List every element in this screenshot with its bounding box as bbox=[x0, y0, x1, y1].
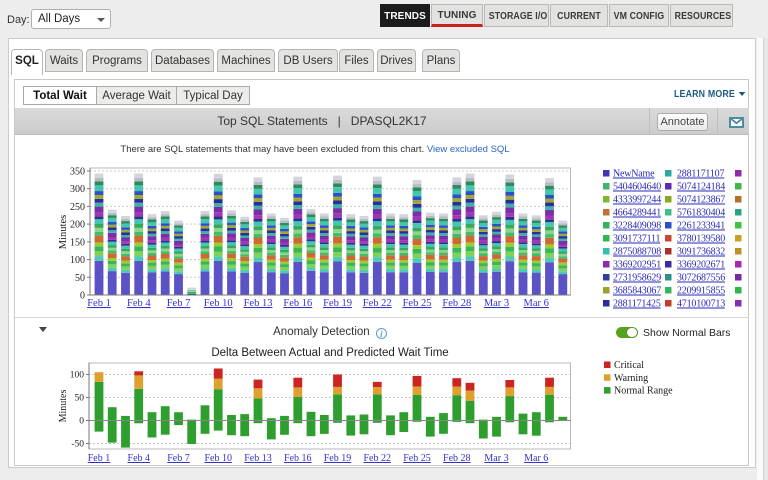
svg-text:Mar 6: Mar 6 bbox=[524, 453, 548, 464]
svg-text:3228409098: 3228409098 bbox=[613, 221, 661, 232]
svg-text:Normal Range: Normal Range bbox=[614, 386, 673, 397]
svg-text:100: 100 bbox=[70, 371, 85, 381]
svg-text:4710100713: 4710100713 bbox=[677, 299, 725, 310]
svg-text:3091736832: 3091736832 bbox=[677, 247, 725, 258]
svg-text:0: 0 bbox=[80, 291, 85, 302]
svg-text:50: 50 bbox=[75, 394, 85, 404]
svg-text:Feb 10: Feb 10 bbox=[204, 453, 232, 464]
svg-text:Feb 7: Feb 7 bbox=[167, 453, 190, 464]
svg-text:Feb 4: Feb 4 bbox=[128, 453, 151, 464]
svg-text:Feb 28: Feb 28 bbox=[442, 298, 471, 309]
svg-text:Feb 19: Feb 19 bbox=[324, 453, 352, 464]
svg-text:5074123867: 5074123867 bbox=[677, 195, 725, 206]
svg-text:2731958629: 2731958629 bbox=[613, 273, 661, 284]
svg-text:3369202951: 3369202951 bbox=[613, 260, 661, 271]
svg-text:2209915855: 2209915855 bbox=[677, 286, 725, 297]
svg-text:350: 350 bbox=[70, 167, 85, 178]
svg-text:50: 50 bbox=[75, 273, 85, 284]
svg-text:2875088708: 2875088708 bbox=[613, 247, 661, 258]
svg-text:Feb 13: Feb 13 bbox=[244, 298, 273, 309]
svg-text:3369202671: 3369202671 bbox=[677, 260, 725, 271]
svg-text:2261233941: 2261233941 bbox=[677, 221, 725, 232]
svg-text:Mar 3: Mar 3 bbox=[484, 453, 508, 464]
svg-text:-50: -50 bbox=[71, 440, 84, 450]
svg-text:Feb 1: Feb 1 bbox=[88, 453, 111, 464]
svg-text:Feb 10: Feb 10 bbox=[204, 298, 233, 309]
svg-text:2881171425: 2881171425 bbox=[613, 299, 661, 310]
svg-text:Feb 4: Feb 4 bbox=[127, 298, 151, 309]
svg-text:Warning: Warning bbox=[614, 373, 648, 384]
svg-text:Feb 7: Feb 7 bbox=[167, 298, 191, 309]
svg-text:5074124184: 5074124184 bbox=[677, 182, 725, 193]
svg-text:5761830404: 5761830404 bbox=[677, 208, 725, 219]
svg-text:Feb 22: Feb 22 bbox=[363, 298, 392, 309]
svg-text:Feb 16: Feb 16 bbox=[284, 453, 312, 464]
svg-text:Mar 6: Mar 6 bbox=[524, 298, 549, 309]
svg-text:Minutes: Minutes bbox=[58, 215, 69, 249]
svg-text:Critical: Critical bbox=[614, 360, 644, 371]
svg-text:3780139580: 3780139580 bbox=[677, 234, 725, 245]
svg-text:300: 300 bbox=[70, 184, 85, 195]
svg-text:Feb 16: Feb 16 bbox=[283, 298, 312, 309]
svg-text:Feb 1: Feb 1 bbox=[87, 298, 111, 309]
svg-text:4664289441: 4664289441 bbox=[613, 208, 661, 219]
svg-text:Feb 25: Feb 25 bbox=[403, 298, 432, 309]
svg-text:2881171107: 2881171107 bbox=[677, 169, 724, 180]
svg-text:250: 250 bbox=[70, 202, 85, 213]
svg-text:Mar 3: Mar 3 bbox=[484, 298, 509, 309]
svg-text:Feb 25: Feb 25 bbox=[403, 453, 431, 464]
svg-text:0: 0 bbox=[79, 417, 84, 427]
svg-text:3072687556: 3072687556 bbox=[677, 273, 725, 284]
svg-text:4333997244: 4333997244 bbox=[613, 195, 661, 206]
svg-text:Feb 28: Feb 28 bbox=[443, 453, 471, 464]
svg-text:200: 200 bbox=[70, 220, 85, 231]
svg-text:Feb 22: Feb 22 bbox=[363, 453, 391, 464]
svg-text:3091737111: 3091737111 bbox=[613, 234, 660, 245]
svg-text:NewName: NewName bbox=[613, 169, 655, 180]
svg-text:100: 100 bbox=[70, 255, 85, 266]
svg-text:3685843067: 3685843067 bbox=[613, 286, 661, 297]
svg-text:Feb 13: Feb 13 bbox=[244, 453, 272, 464]
svg-text:Feb 19: Feb 19 bbox=[323, 298, 352, 309]
svg-text:5404604640: 5404604640 bbox=[613, 182, 661, 193]
svg-text:150: 150 bbox=[70, 237, 85, 248]
svg-text:Minutes: Minutes bbox=[58, 390, 69, 423]
